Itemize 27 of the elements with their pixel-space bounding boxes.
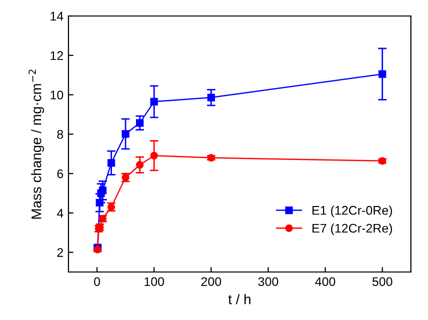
y-axis-title: Mass change / mg·cm$^{−2}$ — [28, 70, 44, 219]
x-tick-label: 300 — [258, 277, 278, 286]
y-tick-label: 12 — [50, 51, 63, 60]
x-tick-label: 400 — [315, 277, 336, 286]
point — [150, 98, 158, 106]
legend-label: E7 (12Cr-2Re) — [312, 224, 392, 236]
y-tick-label: 2 — [57, 248, 63, 257]
x-tick-label: 500 — [372, 277, 392, 286]
point — [107, 159, 116, 167]
point — [136, 161, 144, 169]
y-tick-label: 10 — [50, 90, 64, 100]
point — [122, 130, 130, 138]
y-tick-label: 4 — [56, 208, 64, 218]
point — [136, 119, 144, 127]
legend-label: E1 (12Cr-0Re) — [312, 206, 392, 218]
x-tick-label: 0 — [94, 277, 100, 286]
point — [150, 152, 158, 160]
y-tick-label: 6 — [57, 169, 64, 178]
y-tick-label: 14 — [50, 12, 64, 21]
x-axis-title: t / h — [228, 294, 250, 304]
point — [98, 186, 107, 194]
y-tick-label: 8 — [57, 130, 64, 139]
point — [378, 70, 386, 78]
x-tick-label: 100 — [144, 277, 164, 286]
point — [96, 198, 104, 207]
x-tick-label: 200 — [201, 277, 222, 286]
point — [207, 94, 215, 102]
